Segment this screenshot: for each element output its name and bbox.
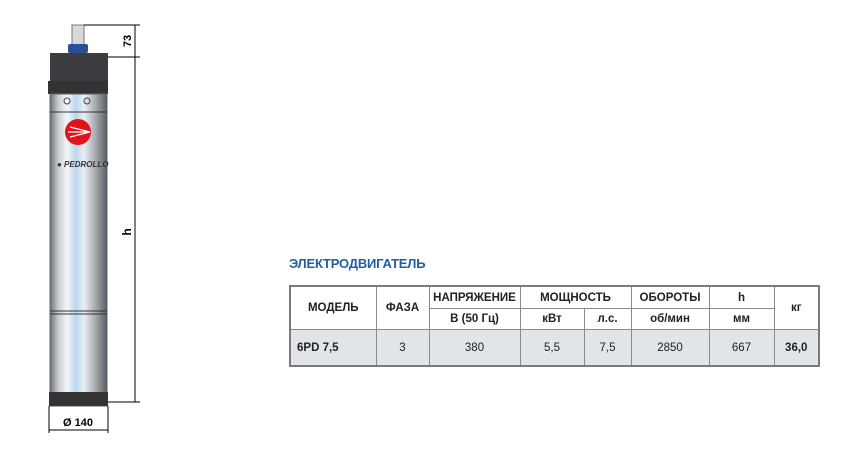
motor-base [49,392,108,406]
svg-text:● PEDROLLO: ● PEDROLLO [57,160,109,169]
motor-head [48,53,108,94]
motor-drawing: ● PEDROLLO 73 h Ø 140 [48,24,140,433]
header-rpm: ОБОРОТЫ [630,285,710,309]
header-hp: л.с. [583,308,632,330]
cell-voltage: 380 [428,329,521,367]
cell-kw: 5,5 [519,329,585,367]
header-power: МОЩНОСТЬ [519,285,632,309]
header-kg: кг [773,285,820,330]
cell-phase: 3 [375,329,430,367]
section-title: ЭЛЕКТРОДВИГАТЕЛЬ [289,256,426,271]
dim-diameter-label: Ø 140 [63,417,93,429]
header-h: h [708,285,775,309]
cell-hp: 7,5 [583,329,632,367]
header-h-unit: мм [708,308,775,330]
cell-kg: 36,0 [773,329,820,367]
motor-shaft [68,24,88,53]
cell-model: 6PD 7,5 [289,329,377,367]
motor-body [49,93,108,407]
pedrollo-logo: ● PEDROLLO [57,119,109,169]
motor-spec-table: МОДЕЛЬ ФАЗА НАПРЯЖЕНИЕ МОЩНОСТЬ ОБОРОТЫ … [289,285,820,367]
dimension-lines [48,24,140,433]
cell-h: 667 [708,329,775,367]
header-model: МОДЕЛЬ [289,285,377,330]
table-row: 6PD 7,5 3 380 5,5 7,5 2850 667 36,0 [289,329,820,367]
cell-rpm: 2850 [630,329,710,367]
header-voltage-unit: В (50 Гц) [428,308,521,330]
header-rpm-unit: об/мин [630,308,710,330]
header-phase: ФАЗА [375,285,430,330]
dim-top-label: 73 [122,35,134,47]
header-voltage: НАПРЯЖЕНИЕ [428,285,521,309]
motor-bolts [63,97,91,105]
dim-height-label: h [120,228,134,235]
header-kw: кВт [519,308,585,330]
